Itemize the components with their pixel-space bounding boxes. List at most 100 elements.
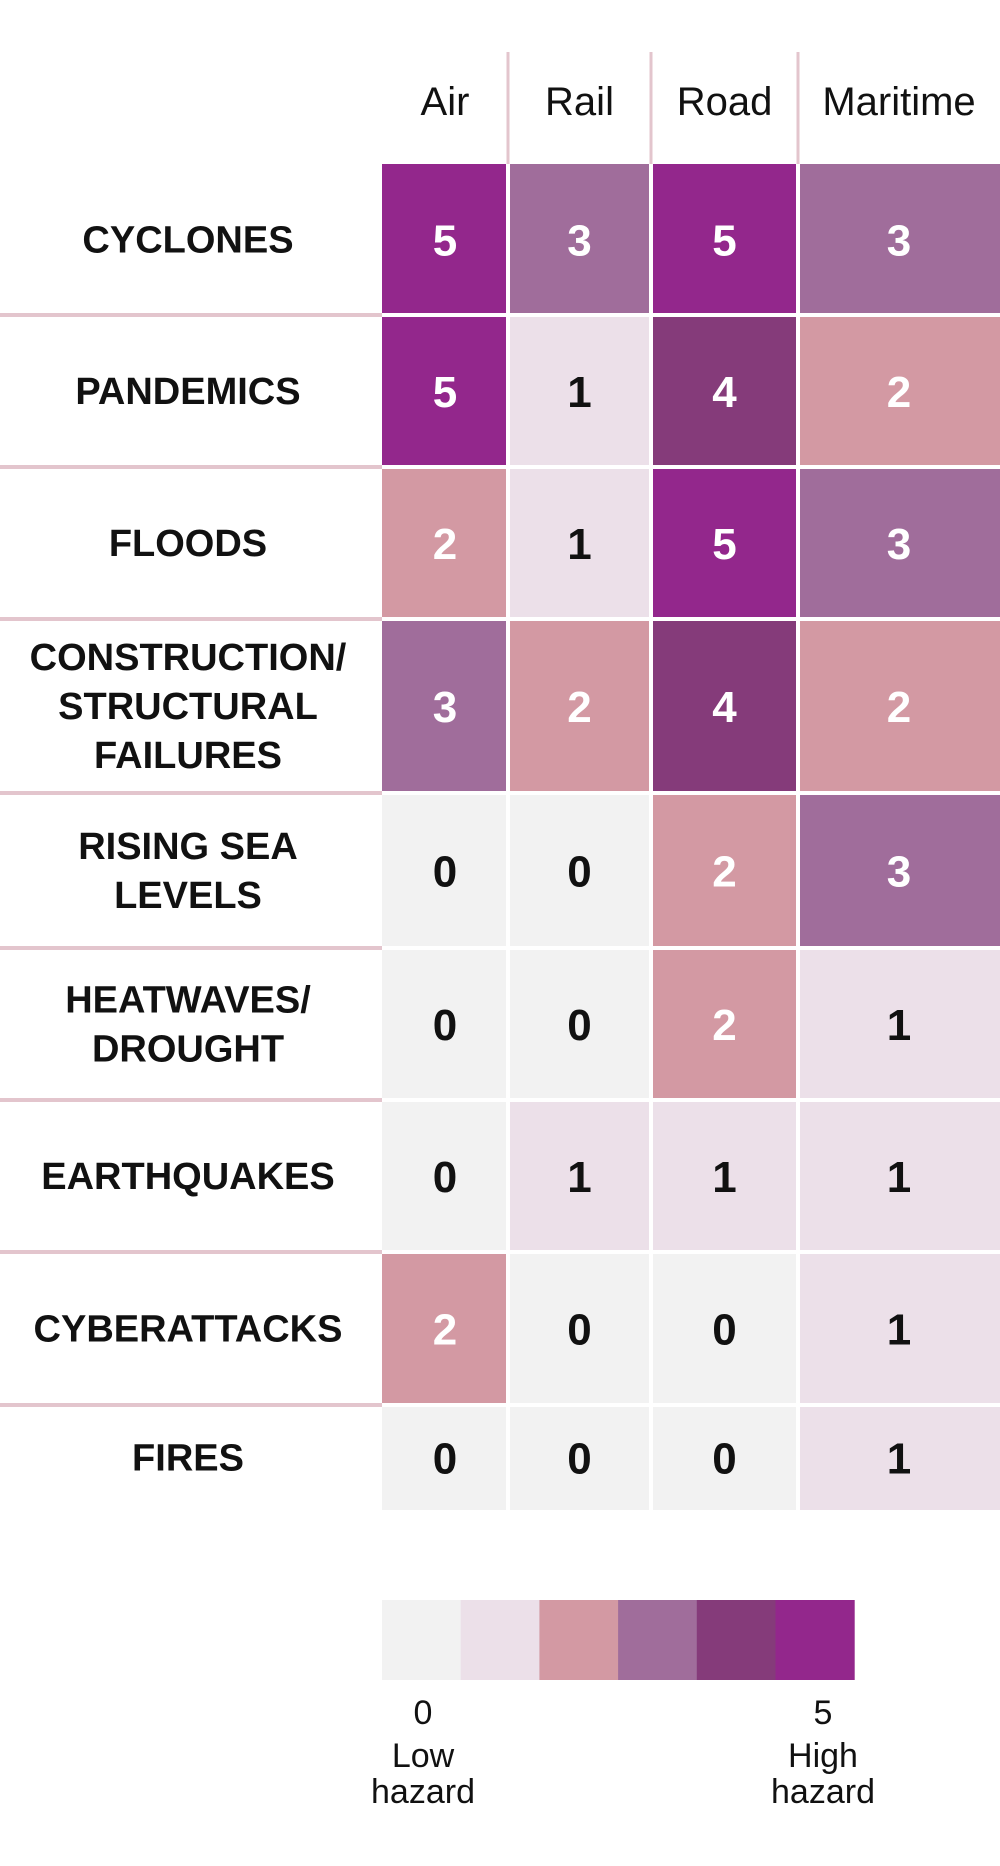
row-label-line: EARTHQUAKES [41,1156,334,1198]
column-label: Maritime [822,80,975,124]
cell-value: 0 [433,848,457,897]
row-labels: CYCLONES PANDEMICS FLOODS CONSTRUCTION/STRU… [30,220,347,1480]
legend-swatch [382,1600,462,1680]
legend-swatch [696,1600,776,1680]
cell-value: 0 [712,1435,736,1484]
cell-value: 0 [433,1001,457,1050]
heatmap-cell [800,1254,1000,1403]
cell-value: 1 [567,520,591,569]
heatmap-cell [382,1102,506,1250]
cell-value: 1 [887,1435,911,1484]
cell-value: 0 [433,1153,457,1202]
heatmap-cell [653,621,796,791]
cell-value: 2 [887,368,911,417]
column-label: Road [677,80,773,124]
row-label-line: RISING SEA [78,826,298,868]
cell-value: 0 [433,1435,457,1484]
heatmap-cell [510,469,649,617]
heatmap-cell [510,621,649,791]
row-label-line: STRUCTURAL [58,686,318,728]
row-label: CYCLONES [82,220,293,262]
row-label: FIRES [132,1438,244,1480]
heatmap-cell [510,1407,649,1510]
cell-value: 0 [567,1306,591,1355]
cell-value: 0 [567,1001,591,1050]
heatmap-cell [382,621,506,791]
cell-value: 5 [433,217,457,266]
row-label-line: FLOODS [109,523,267,565]
row-label: CYBERATTACKS [34,1309,343,1351]
min_label-line: hazard [371,1773,475,1811]
heatmap-cell [510,950,649,1098]
cell-value: 1 [567,1153,591,1202]
heatmap-cell [510,1102,649,1250]
max_label-line: 5 [814,1694,833,1732]
row-label: CONSTRUCTION/STRUCTURAL FAILURES [30,637,347,777]
row-label-line: FAILURES [94,735,282,777]
legend-swatch [539,1600,619,1680]
row-label-line: CYCLONES [82,220,293,262]
heatmap-cell [800,317,1000,465]
cell-value: 3 [567,217,591,266]
cell-value: 2 [567,683,591,732]
row-label-line: PANDEMICS [75,371,300,413]
heatmap-cell [382,795,506,946]
heatmap-cell [800,1407,1000,1510]
heatmap-cell [382,469,506,617]
heatmap-cell [382,1407,506,1510]
row-label: PANDEMICS [75,371,300,413]
cell-value: 2 [887,683,911,732]
heatmap-cell [653,1254,796,1403]
min_label-line: Low [392,1737,455,1775]
heatmap-cells: 5 3 5 3 5 1 4 2 2 1 5 3 3 2 4 2 0 0 2 3 0 0 2 1 0 1 1 1 2 0 0 1 0 0 0 1 [382,164,1000,1510]
row-label-line: LEVELS [114,875,262,917]
row-label: EARTHQUAKES [41,1156,334,1198]
row-separators [0,313,382,1407]
cell-value: 1 [567,368,591,417]
cell-value: 1 [887,1001,911,1050]
cell-value: 0 [712,1306,736,1355]
legend-swatch [775,1600,855,1680]
heatmap-cell [800,950,1000,1098]
cell-value: 1 [712,1153,736,1202]
cell-value: 0 [567,848,591,897]
heatmap-cell [382,317,506,465]
row-label: RISING SEA LEVELS [78,826,298,917]
row-label-line: CYBERATTACKS [34,1309,343,1351]
row-label-line: CONSTRUCTION/ [30,637,347,679]
cell-value: 5 [712,217,736,266]
heatmap-cell [653,1407,796,1510]
max_label-line: High [788,1737,858,1775]
column-label: Air [421,80,470,124]
heatmap-cell [800,621,1000,791]
column-dividers [506,52,800,164]
row-label: FLOODS [109,523,267,565]
cell-value: 2 [712,1001,736,1050]
cell-value: 2 [433,1306,457,1355]
heatmap-cell [653,950,796,1098]
cell-value: 4 [712,368,737,417]
heatmap-cell [653,317,796,465]
cell-value: 2 [433,520,457,569]
cell-value: 3 [887,217,911,266]
heatmap-cell [382,1254,506,1403]
heatmap-cell [800,469,1000,617]
cell-value: 2 [712,848,736,897]
cell-value: 4 [712,683,737,732]
cell-value: 3 [887,848,911,897]
heatmap-cell [653,469,796,617]
heatmap-cell [800,164,1000,313]
legend-swatch [460,1600,540,1680]
cell-value: 1 [887,1306,911,1355]
max_label-line: hazard [771,1773,875,1811]
heatmap-cell [653,1102,796,1250]
heatmap-cell [510,795,649,946]
row-label-line: HEATWAVES/ [65,980,311,1022]
cell-value: 0 [567,1435,591,1484]
cell-value: 1 [887,1153,911,1202]
cell-value: 5 [433,368,457,417]
heatmap-cell [510,317,649,465]
heatmap-cell [382,950,506,1098]
